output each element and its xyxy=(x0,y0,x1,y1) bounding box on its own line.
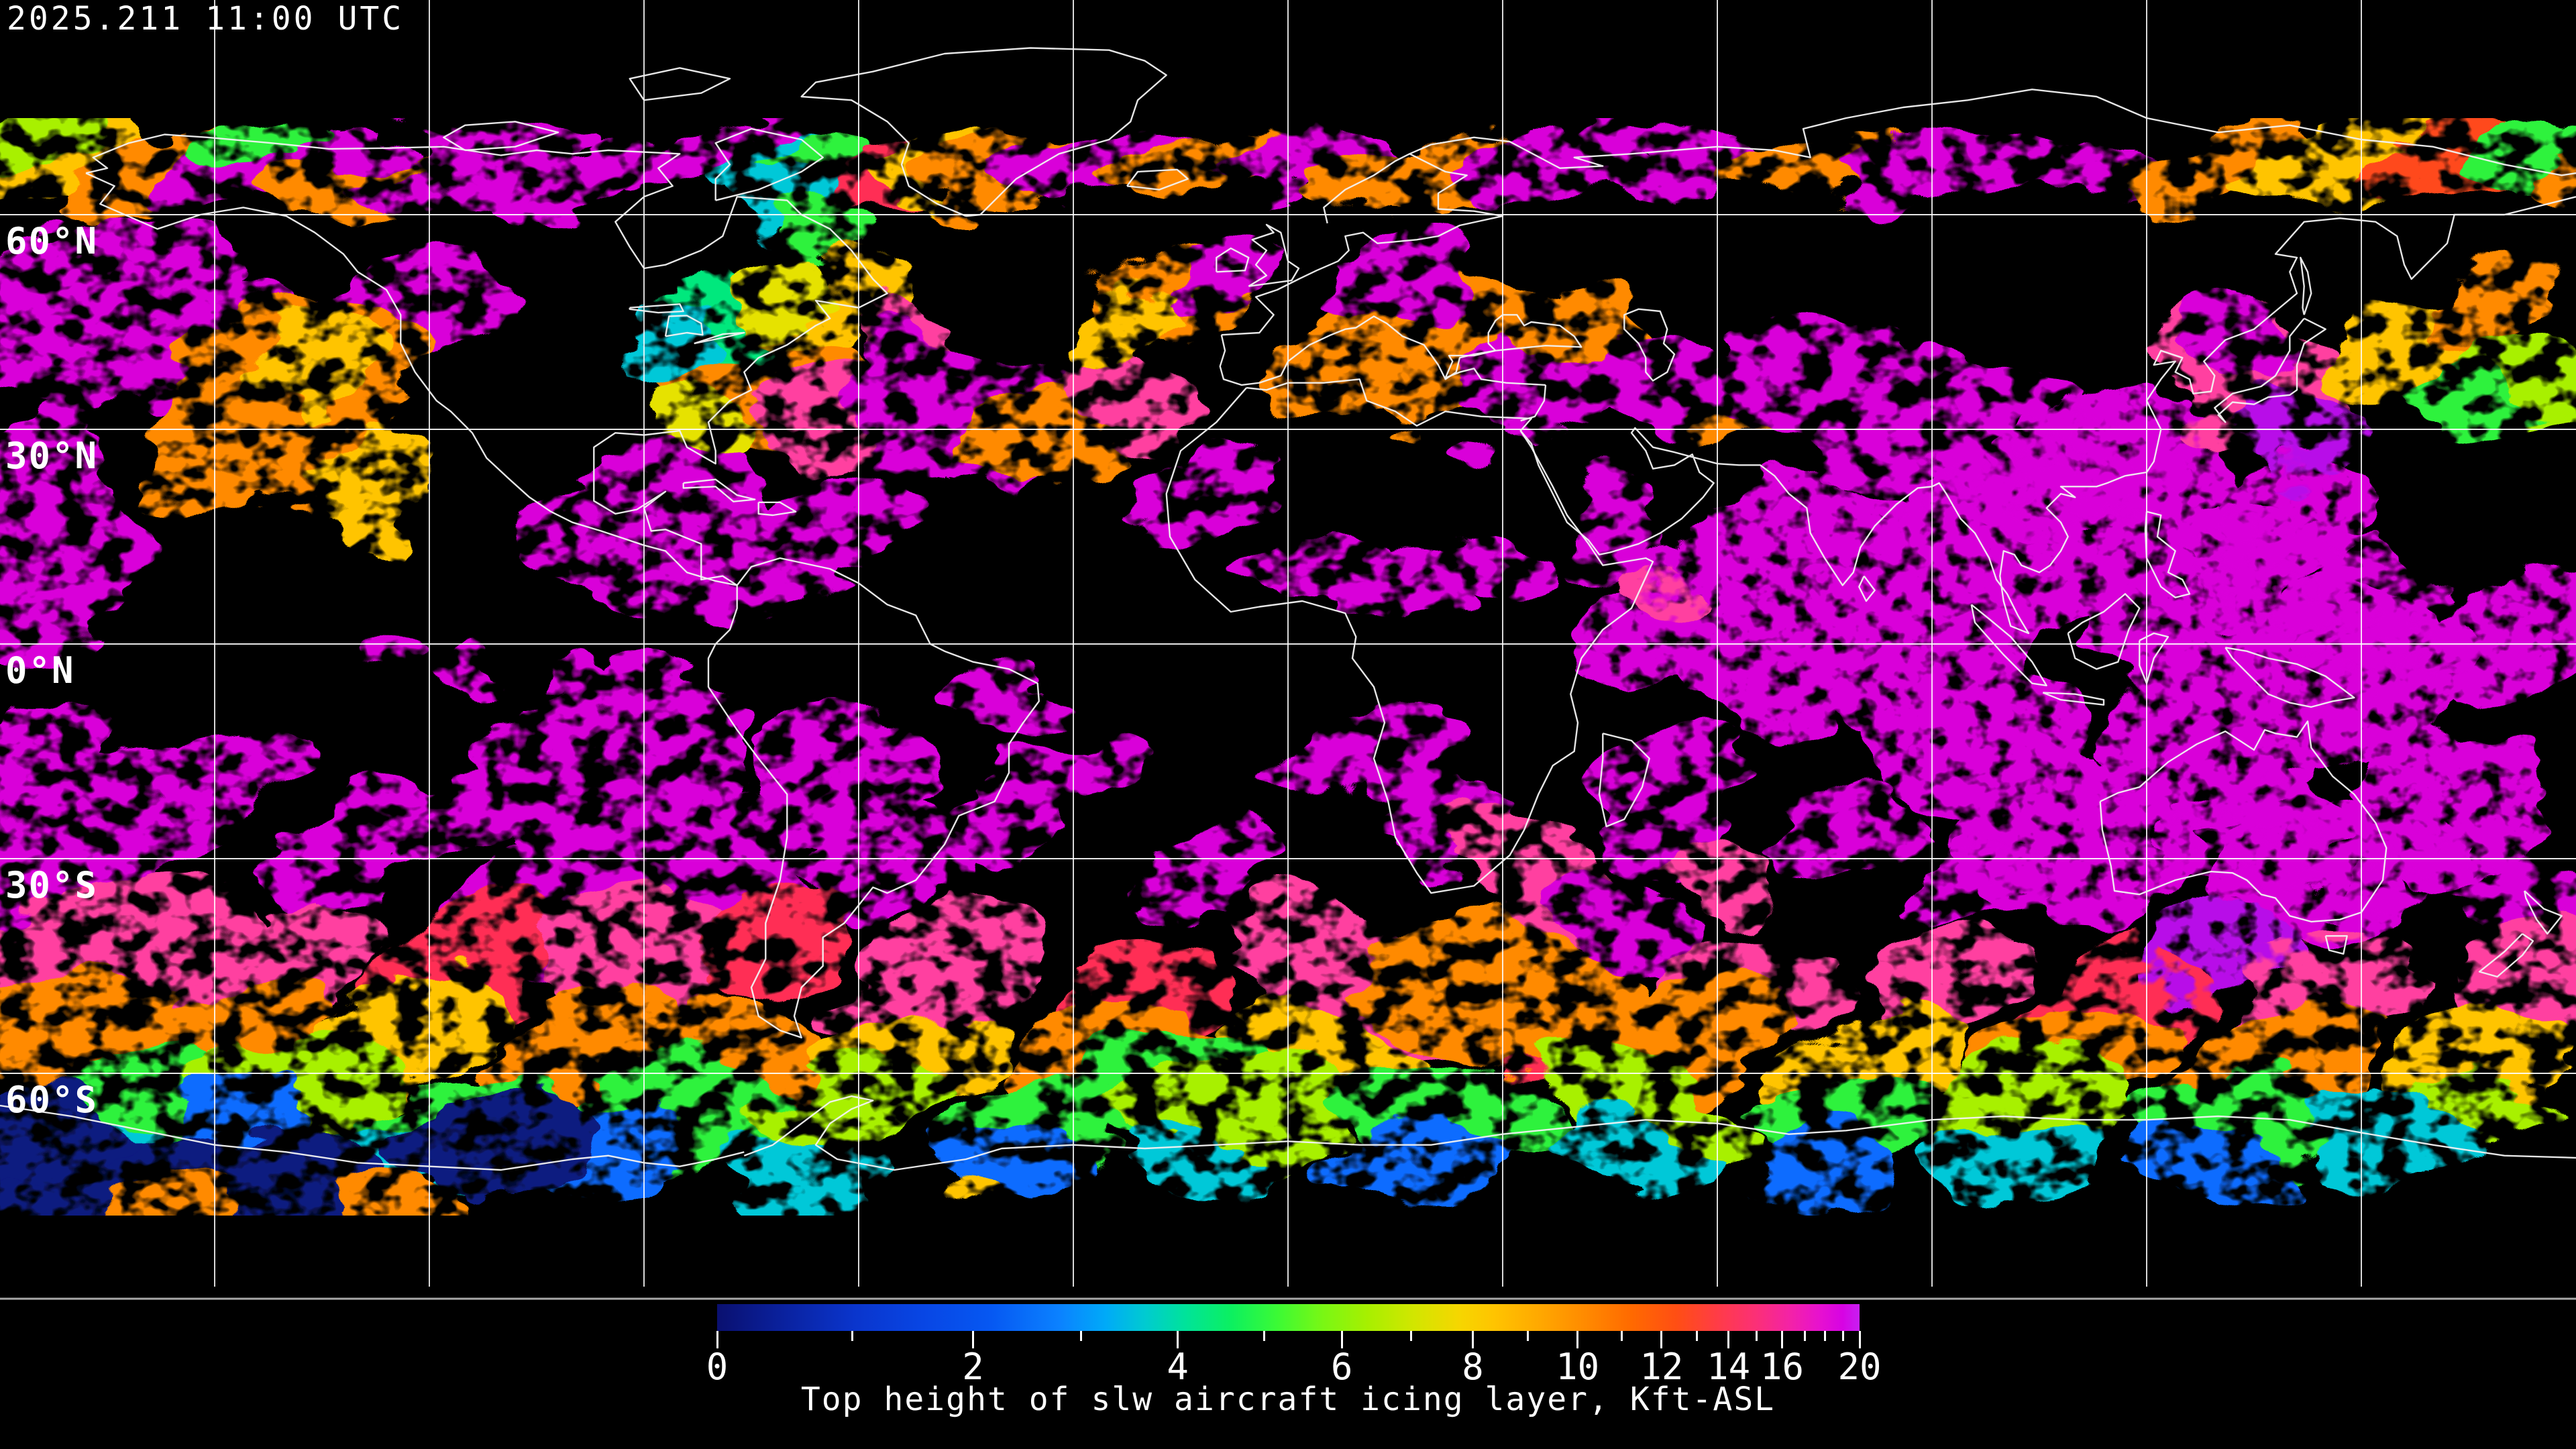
colorbar-gradient xyxy=(717,1304,1860,1331)
colorbar-tick-12 xyxy=(1660,1331,1663,1348)
colorbar-tick-label-4: 4 xyxy=(1167,1346,1189,1388)
colorbar-tick-10 xyxy=(1576,1331,1579,1348)
colorbar-tick-label-0: 0 xyxy=(706,1346,729,1388)
graticule-layer xyxy=(0,0,2576,1287)
colorbar-tick-13 xyxy=(1695,1331,1698,1341)
colorbar-tick-19 xyxy=(1842,1331,1845,1341)
colorbar-tick-label-16: 16 xyxy=(1760,1346,1805,1388)
colorbar-tick-3 xyxy=(1080,1331,1083,1341)
timestamp: 2025.211 11:00 UTC xyxy=(7,0,405,38)
coastline-layer xyxy=(0,47,2576,1171)
colorbar-title: Top height of slw aircraft icing layer, … xyxy=(800,1381,1776,1418)
colorbar-tick-17 xyxy=(1804,1331,1807,1341)
colorbar-tick-label-2: 2 xyxy=(962,1346,984,1388)
colorbar-tick-0 xyxy=(716,1331,718,1348)
colorbar-tick-5 xyxy=(1263,1331,1266,1341)
lat-label-60s: 60°S xyxy=(5,1079,99,1121)
colorbar-tick-4 xyxy=(1177,1331,1179,1348)
colorbar-tick-label-12: 12 xyxy=(1640,1346,1684,1388)
colorbar-tick-11 xyxy=(1621,1331,1623,1341)
colorbar-tick-7 xyxy=(1409,1331,1412,1341)
colorbar-tick-18 xyxy=(1824,1331,1827,1341)
colorbar-tick-14 xyxy=(1727,1331,1730,1348)
colorbar-tick-2 xyxy=(971,1331,974,1348)
world-map-canvas xyxy=(0,0,2576,1300)
colorbar-tick-6 xyxy=(1340,1331,1343,1348)
colorbar-tick-1 xyxy=(851,1331,853,1341)
lat-label-60n: 60°N xyxy=(5,220,99,262)
colorbar-tick-label-6: 6 xyxy=(1330,1346,1353,1388)
colorbar-tick-20 xyxy=(1858,1331,1861,1348)
lat-label-0n: 0°N xyxy=(5,649,75,692)
colorbar-tick-16 xyxy=(1781,1331,1784,1348)
colorbar-tick-label-14: 14 xyxy=(1707,1346,1751,1388)
colorbar-tick-label-8: 8 xyxy=(1462,1346,1484,1388)
colorbar-tick-9 xyxy=(1527,1331,1529,1341)
lat-label-30s: 30°S xyxy=(5,864,99,906)
colorbar-tick-label-20: 20 xyxy=(1837,1346,1882,1388)
colorbar-tick-8 xyxy=(1472,1331,1474,1348)
lat-label-30n: 30°N xyxy=(5,435,99,477)
colorbar-tick-15 xyxy=(1756,1331,1758,1341)
colorbar-tick-label-10: 10 xyxy=(1556,1346,1600,1388)
icing-data-wispy-layer xyxy=(0,118,2576,1216)
